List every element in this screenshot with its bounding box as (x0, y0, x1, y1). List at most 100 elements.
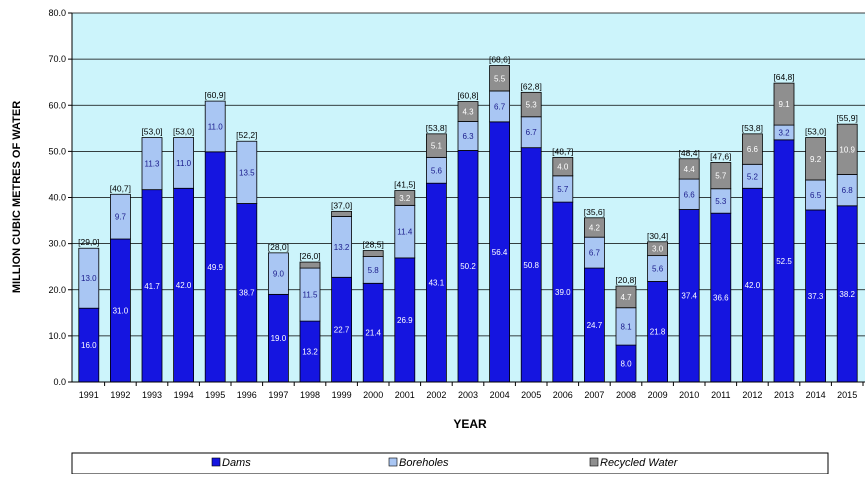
bar-segment-boreholes (110, 193, 131, 240)
x-tick-label: 2005 (521, 390, 541, 400)
data-label-dams: 8.0 (620, 360, 632, 369)
x-tick-label: 2007 (584, 390, 604, 400)
data-label-boreholes: 5.8 (368, 266, 380, 275)
x-tick-label: 1998 (300, 390, 320, 400)
x-tick-label: 2009 (648, 390, 668, 400)
bar-segment-recycled-water (710, 162, 732, 190)
total-label: [35,6] (584, 207, 605, 217)
legend-swatch-boreholes (388, 457, 398, 467)
legend-label-dams: Dams (222, 457, 251, 469)
x-tick-label: 2003 (458, 390, 478, 400)
bar-segment-recycled-water (457, 101, 479, 122)
x-tick-label: 2006 (553, 390, 573, 400)
legend-label-boreholes: Boreholes (399, 457, 449, 469)
data-label-boreholes: 6.6 (684, 190, 696, 199)
bar-segment-recycled-water (805, 137, 826, 181)
data-label-dams: 56.4 (492, 248, 508, 257)
data-label-boreholes: 5.6 (431, 166, 443, 175)
x-tick-label: 1993 (142, 390, 162, 400)
data-label-recycled-water: 5.7 (715, 172, 727, 181)
y-tick-label: 40.0 (48, 193, 66, 203)
bar-segment-boreholes (173, 137, 195, 189)
x-tick-label: 2014 (806, 390, 826, 400)
total-label: [48,7] (552, 146, 573, 156)
bar-group-2002: 43.1 5.6 5.1 [53,8] (425, 123, 447, 383)
data-label-dams: 31.0 (113, 307, 129, 316)
legend-swatch-recycled-water (589, 457, 599, 467)
total-label: [26,0] (299, 251, 320, 261)
bar-group-2011: 36.6 5.3 5.7 [47,6] (710, 151, 732, 383)
total-label: [64,8] (773, 72, 794, 82)
data-label-dams: 42.0 (745, 281, 761, 290)
y-tick-label: 50.0 (48, 146, 66, 156)
bar-group-2005: 50.8 6.7 5.3 [62,8] (521, 81, 542, 383)
x-tick-label: 1991 (79, 390, 99, 400)
bar-group-2012: 42.0 5.2 6.6 [53,8] (742, 123, 763, 383)
bar-segment-recycled-water (584, 217, 605, 238)
data-label-dams: 36.6 (713, 294, 729, 303)
data-label-boreholes: 8.1 (620, 322, 632, 331)
bar-group-2008: 8.0 8.1 4.7 [20,8] (615, 275, 637, 383)
legend-item-dams: Dams (211, 457, 251, 469)
data-label-dams: 50.8 (523, 261, 539, 270)
data-label-boreholes: 9.7 (115, 213, 127, 222)
data-label-boreholes: 6.7 (526, 128, 538, 137)
bar-segment-recycled-water (394, 190, 416, 206)
data-label-boreholes: 6.5 (810, 191, 822, 200)
y-tick-label: 70.0 (48, 54, 66, 64)
y-tick-label: 80.0 (48, 8, 66, 18)
data-label-dams: 22.7 (334, 326, 350, 335)
x-tick-label: 1997 (268, 390, 288, 400)
y-tick-label: 30.0 (48, 239, 66, 249)
data-label-recycled-water: 4.4 (684, 165, 696, 174)
data-label-dams: 43.1 (429, 279, 445, 288)
data-label-dams: 13.2 (302, 348, 318, 357)
bar-group-1996: 38.7 13.5 [52,2] (236, 130, 257, 383)
bar-segment-recycled-water (836, 123, 858, 175)
x-tick-label: 1992 (110, 390, 130, 400)
total-label: [68,6] (489, 55, 510, 65)
y-axis-ticks: 0.0 10.0 20.0 30.0 40.0 50.0 60.0 70.0 80.0 (48, 8, 72, 387)
data-label-recycled-water: 4.2 (589, 223, 601, 232)
total-label: [53,0] (805, 127, 826, 137)
bar-segment-recycled-water (299, 261, 321, 269)
data-label-recycled-water: 5.1 (431, 142, 443, 151)
y-tick-label: 20.0 (48, 285, 66, 295)
x-tick-label: 2008 (616, 390, 636, 400)
total-label: [40,7] (110, 183, 131, 193)
data-label-boreholes: 5.6 (652, 265, 664, 274)
y-tick-label: 60.0 (48, 100, 66, 110)
total-label: [53,8] (426, 123, 447, 133)
data-label-boreholes: 5.2 (747, 172, 759, 181)
data-label-dams: 37.4 (681, 292, 697, 301)
data-label-dams: 16.0 (81, 341, 97, 350)
data-label-boreholes: 6.7 (589, 249, 601, 258)
total-label: [20,8] (615, 275, 636, 285)
data-label-recycled-water: 10.9 (839, 145, 855, 154)
bar-segment-boreholes (204, 100, 226, 153)
data-label-recycled-water: 6.6 (747, 145, 759, 154)
x-tick-label: 1995 (205, 390, 225, 400)
data-label-boreholes: 11.0 (208, 122, 224, 131)
legend-item-boreholes: Boreholes (388, 457, 449, 469)
x-tick-label: 2011 (711, 390, 730, 400)
total-label: [53,0] (141, 127, 162, 137)
bar-segment-recycled-water (425, 133, 447, 158)
bar-segment-recycled-water (331, 210, 353, 217)
bar-segment-recycled-water (552, 156, 574, 177)
total-label: [30,4] (647, 231, 668, 241)
data-label-recycled-water: 3.0 (652, 245, 664, 254)
bar-group-2004: 56.4 6.7 5.5 [68,6] (489, 55, 510, 383)
legend-swatch-dams (211, 457, 221, 467)
data-label-boreholes: 6.8 (842, 186, 854, 195)
data-label-boreholes: 13.0 (81, 274, 97, 283)
y-tick-label: 10.0 (48, 331, 66, 341)
total-label: [55,9] (837, 113, 858, 123)
data-label-boreholes: 6.3 (462, 132, 474, 141)
bar-group-2010: 37.4 6.6 4.4 [48,4] (679, 148, 700, 383)
total-label: [53,0] (173, 127, 194, 137)
bar-group-1991: 16.0 13.0 [29,0] (78, 237, 99, 383)
data-label-recycled-water: 4.0 (557, 163, 569, 172)
bar-segment-recycled-water (362, 250, 384, 257)
bar-group-1999: 22.7 13.2 [37,0] (331, 200, 353, 383)
